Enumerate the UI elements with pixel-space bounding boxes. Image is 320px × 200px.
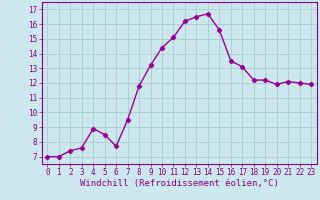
X-axis label: Windchill (Refroidissement éolien,°C): Windchill (Refroidissement éolien,°C) — [80, 179, 279, 188]
